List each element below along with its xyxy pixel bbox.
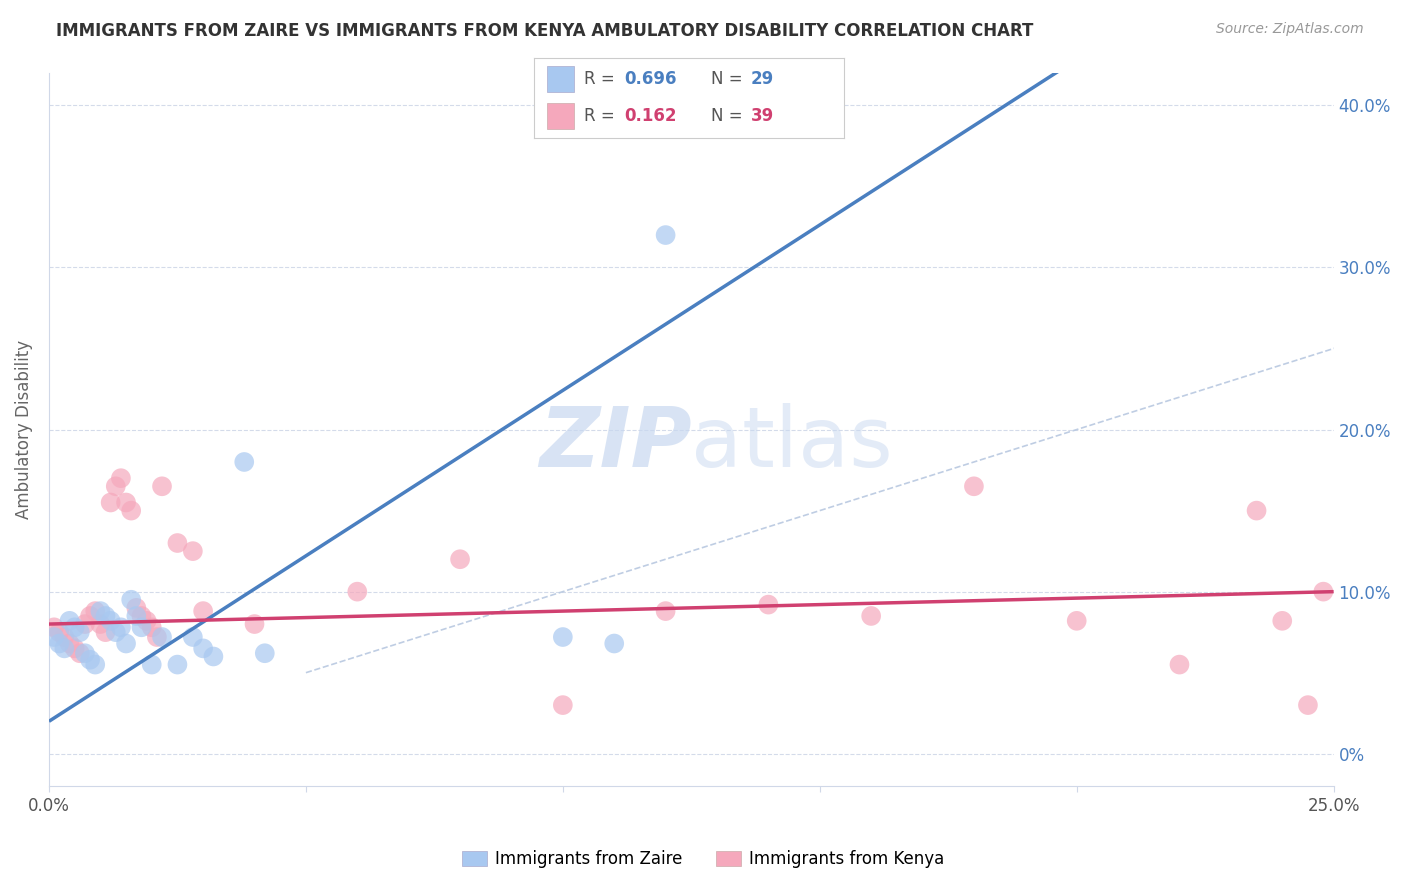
Point [110,471,132,485]
Point [191,641,214,656]
Point [131,620,153,634]
Point [73,646,96,660]
Point [100,495,122,509]
Point [166,536,188,550]
Point [141,620,163,634]
Point [963,479,986,493]
Point [53,630,76,644]
Text: IMMIGRANTS FROM ZAIRE VS IMMIGRANTS FROM KENYA AMBULATORY DISABILITY CORRELATION: IMMIGRANTS FROM ZAIRE VS IMMIGRANTS FROM… [56,22,1033,40]
Point [551,630,574,644]
Text: N =: N = [710,107,748,125]
Point [1296,698,1319,712]
Legend: Immigrants from Zaire, Immigrants from Kenya: Immigrants from Zaire, Immigrants from K… [456,844,950,875]
Point [104,625,127,640]
Point [100,614,122,628]
Text: R =: R = [583,107,620,125]
Point [58,636,80,650]
Point [654,228,676,243]
Text: 0.696: 0.696 [624,70,676,87]
Point [1271,614,1294,628]
Point [104,479,127,493]
Point [181,630,204,644]
Text: 0.162: 0.162 [624,107,676,125]
Point [181,544,204,558]
Point [1066,614,1088,628]
Text: R =: R = [583,70,620,87]
Point [110,620,132,634]
Point [89,604,111,618]
Point [135,614,157,628]
Point [150,630,173,644]
Point [346,584,368,599]
Text: atlas: atlas [692,403,893,484]
Text: ZIP: ZIP [538,403,692,484]
Text: 39: 39 [751,107,775,125]
Point [131,609,153,624]
Point [63,620,86,634]
Point [120,503,142,517]
Point [233,455,256,469]
Point [1168,657,1191,672]
Point [141,657,163,672]
Point [146,630,169,644]
Point [79,653,101,667]
Point [243,617,266,632]
Point [253,646,276,660]
Y-axis label: Ambulatory Disability: Ambulatory Disability [15,340,32,519]
FancyBboxPatch shape [547,103,575,128]
Text: N =: N = [710,70,748,87]
Point [94,609,117,624]
Point [53,641,76,656]
Point [166,657,188,672]
Point [79,609,101,624]
Point [150,479,173,493]
Point [73,617,96,632]
Point [42,620,65,634]
Point [58,614,80,628]
Point [758,598,780,612]
Point [120,592,142,607]
Point [1246,503,1268,517]
Point [115,495,138,509]
Point [84,657,107,672]
Point [860,609,883,624]
Point [191,604,214,618]
Point [449,552,471,566]
Point [42,630,65,644]
Point [115,636,138,650]
FancyBboxPatch shape [547,66,575,92]
Point [63,641,86,656]
Point [48,625,70,640]
Point [1312,584,1334,599]
Point [125,600,148,615]
Point [69,625,91,640]
Point [202,649,225,664]
Point [551,698,574,712]
Point [125,609,148,624]
Point [94,625,117,640]
Point [89,617,111,632]
Text: Source: ZipAtlas.com: Source: ZipAtlas.com [1216,22,1364,37]
Point [69,646,91,660]
Text: 29: 29 [751,70,775,87]
Point [603,636,626,650]
Point [48,636,70,650]
Point [84,604,107,618]
Point [654,604,676,618]
